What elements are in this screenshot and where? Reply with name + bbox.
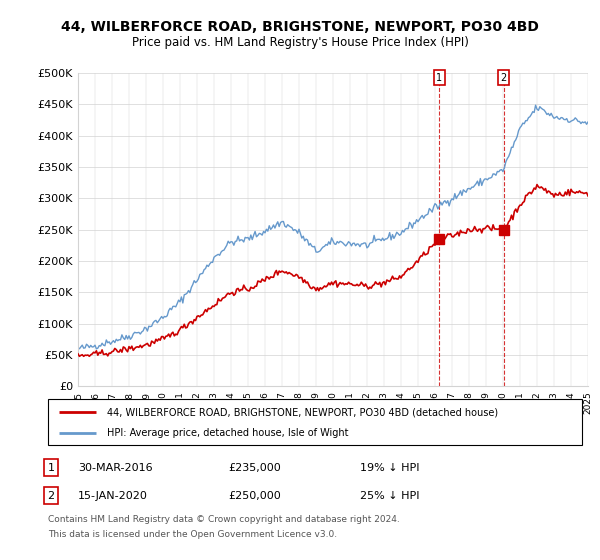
Text: 19% ↓ HPI: 19% ↓ HPI: [360, 463, 419, 473]
Text: 2: 2: [47, 491, 55, 501]
Text: £250,000: £250,000: [228, 491, 281, 501]
Text: 1: 1: [436, 73, 442, 83]
Text: 1: 1: [47, 463, 55, 473]
Text: 2: 2: [500, 73, 507, 83]
Text: 25% ↓ HPI: 25% ↓ HPI: [360, 491, 419, 501]
Text: Price paid vs. HM Land Registry's House Price Index (HPI): Price paid vs. HM Land Registry's House …: [131, 36, 469, 49]
FancyBboxPatch shape: [48, 399, 582, 445]
Text: This data is licensed under the Open Government Licence v3.0.: This data is licensed under the Open Gov…: [48, 530, 337, 539]
Text: 44, WILBERFORCE ROAD, BRIGHSTONE, NEWPORT, PO30 4BD (detached house): 44, WILBERFORCE ROAD, BRIGHSTONE, NEWPOR…: [107, 407, 498, 417]
Text: 44, WILBERFORCE ROAD, BRIGHSTONE, NEWPORT, PO30 4BD: 44, WILBERFORCE ROAD, BRIGHSTONE, NEWPOR…: [61, 20, 539, 34]
Text: HPI: Average price, detached house, Isle of Wight: HPI: Average price, detached house, Isle…: [107, 428, 348, 438]
Text: 30-MAR-2016: 30-MAR-2016: [78, 463, 152, 473]
Text: Contains HM Land Registry data © Crown copyright and database right 2024.: Contains HM Land Registry data © Crown c…: [48, 515, 400, 524]
Text: £235,000: £235,000: [228, 463, 281, 473]
Text: 15-JAN-2020: 15-JAN-2020: [78, 491, 148, 501]
